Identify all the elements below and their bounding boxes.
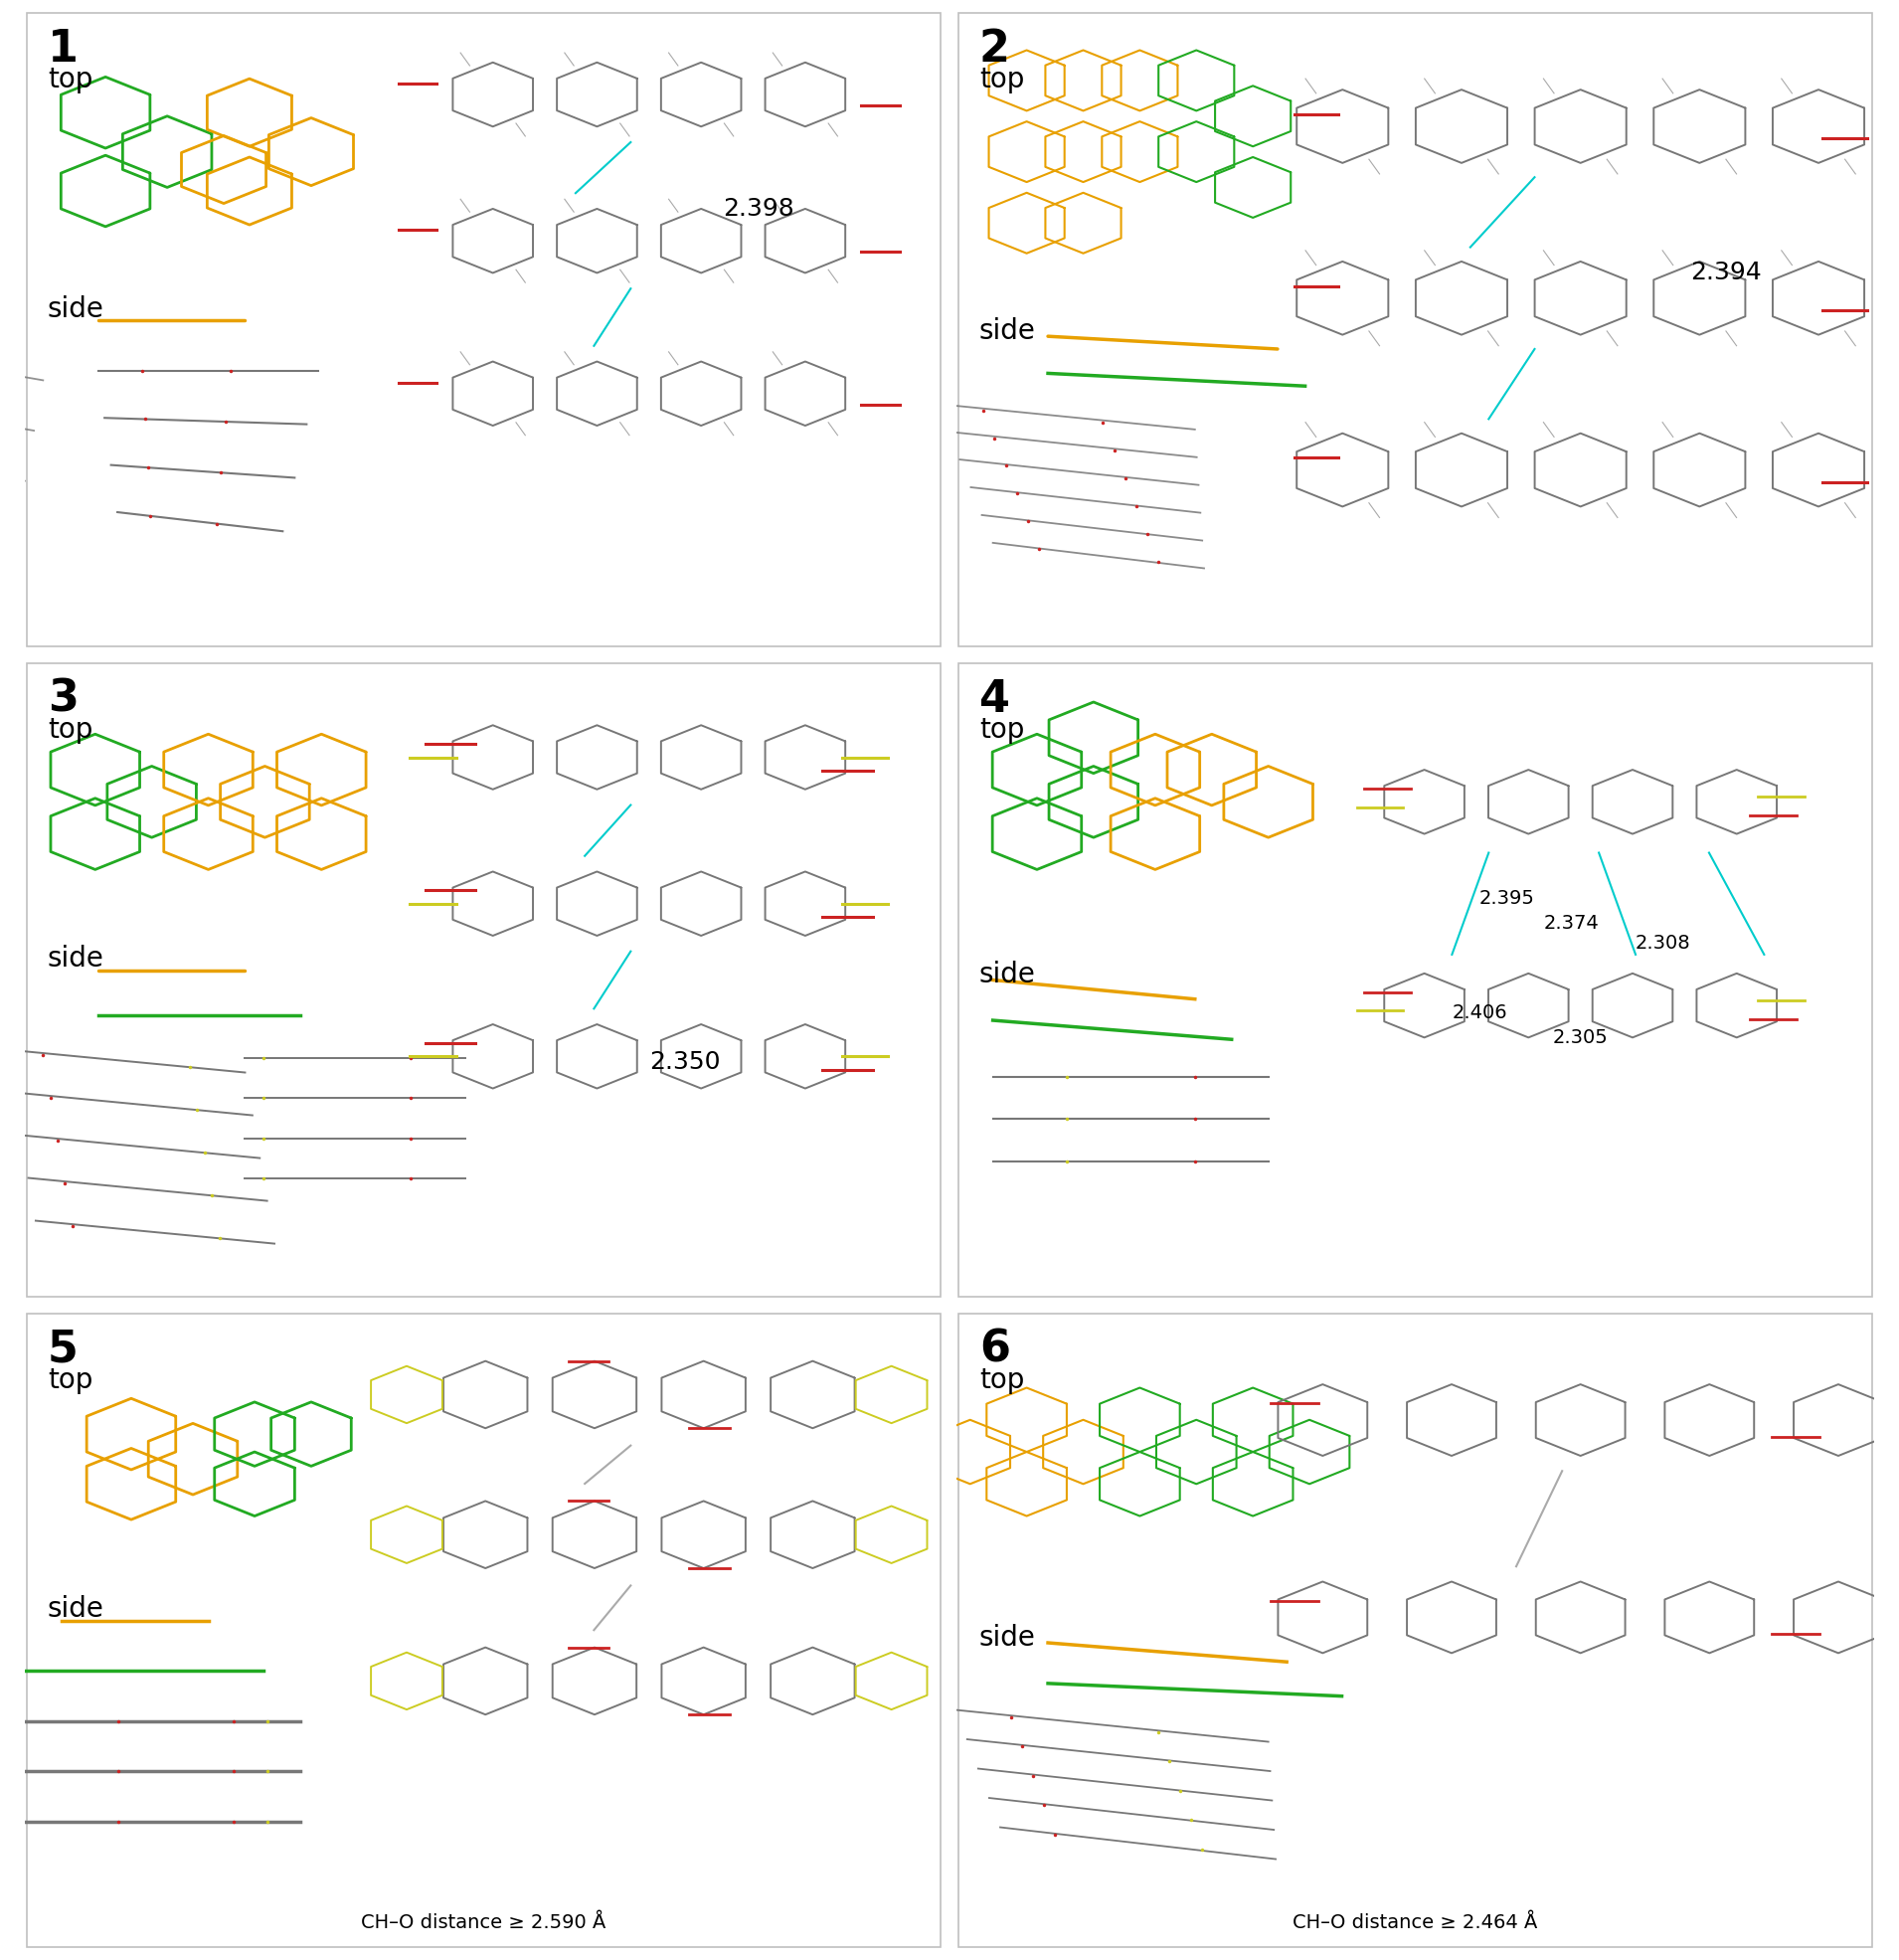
Text: top: top (47, 715, 93, 743)
Text: side: side (980, 1623, 1035, 1652)
Text: top: top (980, 67, 1024, 94)
Text: 4: 4 (980, 678, 1010, 721)
Text: 1: 1 (47, 27, 78, 71)
Text: side: side (47, 294, 104, 323)
Text: 2.350: 2.350 (649, 1051, 720, 1074)
Text: 2.305: 2.305 (1553, 1029, 1608, 1047)
Text: side: side (47, 945, 104, 972)
Text: 5: 5 (47, 1327, 78, 1370)
Text: 2.394: 2.394 (1690, 261, 1762, 284)
Text: side: side (47, 1595, 104, 1623)
Text: 2.374: 2.374 (1544, 913, 1599, 933)
Text: 6: 6 (980, 1327, 1010, 1370)
Text: top: top (980, 715, 1024, 743)
Text: top: top (980, 1366, 1024, 1394)
Text: CH–O distance ≥ 2.464 Å: CH–O distance ≥ 2.464 Å (1293, 1913, 1538, 1933)
Text: side: side (980, 318, 1035, 345)
Text: 2.406: 2.406 (1453, 1004, 1508, 1023)
Text: 2.395: 2.395 (1479, 888, 1534, 907)
Text: 3: 3 (47, 678, 78, 721)
Text: side: side (980, 960, 1035, 988)
Text: 2: 2 (980, 27, 1010, 71)
Text: CH–O distance ≥ 2.590 Å: CH–O distance ≥ 2.590 Å (361, 1913, 606, 1933)
Text: top: top (47, 67, 93, 94)
Text: 2.398: 2.398 (722, 196, 794, 220)
Text: top: top (47, 1366, 93, 1394)
Text: 2.308: 2.308 (1635, 933, 1690, 953)
